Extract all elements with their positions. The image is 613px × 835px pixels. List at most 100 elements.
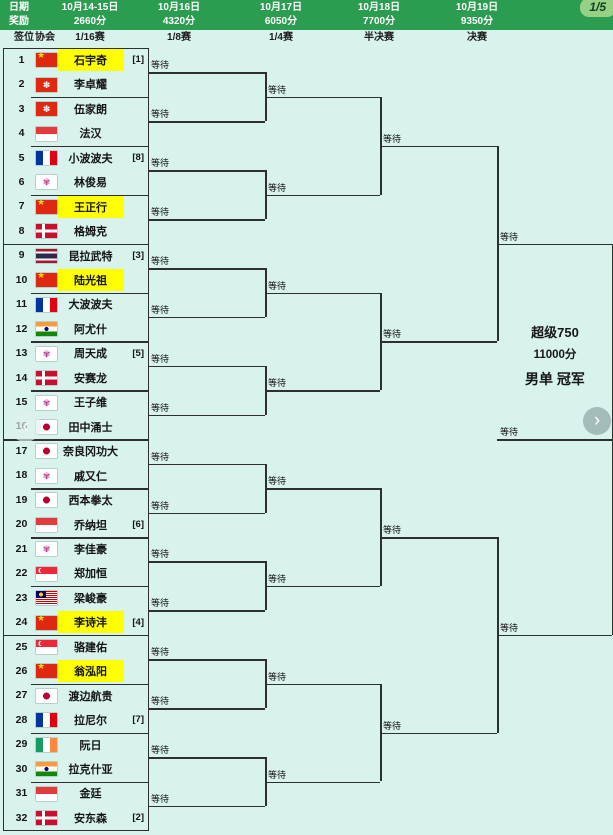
- player-row: 4 法汉: [0, 121, 148, 145]
- sf-waiting-slot: 等待: [383, 720, 402, 731]
- player-name: 陆光祖: [57, 269, 124, 291]
- final-slot-line: [497, 243, 612, 246]
- player-name: 郑加恒: [74, 568, 107, 581]
- group-separator-line: [3, 634, 148, 637]
- r16-slot-line: [148, 708, 265, 710]
- r16-slot-line: [148, 659, 265, 661]
- player-row: 22 郑加恒: [0, 561, 148, 585]
- sf-waiting-slot: 等待: [383, 329, 402, 340]
- date-row-label: 日期: [9, 2, 29, 13]
- round-name-header: 1/8赛: [167, 32, 191, 43]
- r16-waiting-slot: 等待: [151, 304, 170, 315]
- flag-france-icon: [36, 151, 57, 166]
- flag-emblem: ★: [37, 53, 46, 61]
- seed-position: 27: [15, 689, 28, 702]
- match-separator-line: [31, 537, 148, 539]
- flag-emblem: ✾: [42, 348, 51, 359]
- r16-slot-line: [148, 463, 265, 466]
- player-row: 27 渡边航贵: [0, 684, 148, 708]
- match-separator-line: [31, 488, 148, 490]
- player-name: 石宇奇: [57, 49, 124, 71]
- round-points-label: 9350分: [460, 16, 494, 27]
- player-row: 31 金廷: [0, 782, 148, 806]
- r16-waiting-slot: 等待: [151, 500, 170, 511]
- sf-waiting-slot: 等待: [383, 525, 402, 535]
- player-row: 14 安赛龙: [0, 366, 148, 390]
- seed-position: 9: [18, 249, 25, 262]
- bracket-connector-line: [265, 365, 267, 415]
- flag-japan-icon: [36, 444, 57, 459]
- player-name: 小波波夫: [68, 152, 113, 165]
- seed-position: 6: [18, 175, 25, 188]
- flag-indonesia-icon: [36, 786, 57, 801]
- r16-waiting-slot: 等待: [151, 696, 170, 707]
- round-name-header: 决赛: [467, 32, 487, 43]
- player-row: 28 拉尼尔 [7]: [0, 708, 148, 732]
- player-row: 1 ★ 石宇奇 [1]: [0, 48, 148, 72]
- player-name: 渡边航贵: [68, 690, 113, 703]
- player-row: 13 ✾ 周天成 [5]: [0, 341, 148, 365]
- seed-position: 21: [15, 542, 28, 555]
- player-row: 24 ★ 李诗沣 [4]: [0, 610, 148, 634]
- qf-slot-line: [265, 781, 380, 783]
- flag-india-icon: [36, 762, 57, 777]
- player-row: 9 昆拉武特 [3]: [0, 244, 148, 268]
- flag-china-icon: ★: [36, 273, 57, 288]
- flag-china-icon: ★: [36, 664, 57, 679]
- r16-slot-line: [148, 414, 265, 417]
- seed-tag: [4]: [132, 616, 144, 628]
- round-points-label: 2660分: [73, 16, 107, 27]
- seed-position: 10: [15, 273, 28, 286]
- group-separator-line: [3, 439, 148, 441]
- player-name: 阮日: [79, 739, 102, 752]
- seed-position: 28: [15, 713, 28, 726]
- bracket-connector-line: [497, 145, 499, 342]
- seed-position: 13: [15, 347, 28, 360]
- flag-indonesia-icon: [36, 517, 57, 532]
- player-row: 21 ✾ 李佳豪: [0, 537, 148, 561]
- round-points-label: 6050分: [264, 16, 298, 27]
- flag-emblem: ★: [37, 273, 46, 281]
- flag-emblem: ✾: [42, 470, 51, 481]
- seed-position: 25: [15, 640, 28, 653]
- player-row: 10 ★ 陆光祖: [0, 268, 148, 292]
- round-date-label: 10月19日: [455, 2, 499, 13]
- flag-emblem: ✾: [42, 177, 51, 188]
- player-name: 骆建佑: [74, 641, 107, 654]
- flag-taipei-icon: ✾: [36, 346, 57, 361]
- player-name: 林俊易: [74, 177, 107, 190]
- header-bar: [0, 0, 613, 30]
- player-row: 12 阿尤什: [0, 317, 148, 341]
- match-separator-line: [31, 292, 148, 294]
- r16-slot-line: [148, 365, 265, 368]
- match-separator-line: [31, 585, 148, 588]
- chevron-right-icon: ›: [593, 410, 601, 431]
- sf-slot-line: [380, 145, 497, 148]
- player-row: 23 梁峻豪: [0, 586, 148, 610]
- seed-position: 1: [18, 53, 25, 66]
- final-waiting-slot: 等待: [500, 231, 519, 242]
- flag-singapore-icon: [36, 566, 57, 581]
- assoc-column-header: 协会: [35, 32, 55, 43]
- qf-slot-line: [265, 96, 380, 99]
- prev-page-button[interactable]: ‹: [10, 411, 41, 442]
- player-row: 30 拉克什亚: [0, 757, 148, 781]
- r16-slot-line: [148, 268, 265, 270]
- player-name: 阿尤什: [74, 323, 107, 336]
- sf-slot-line: [380, 341, 497, 343]
- player-row: 15 ✾ 王子维: [0, 390, 148, 414]
- next-page-button[interactable]: ›: [583, 407, 611, 435]
- player-name: 大波波夫: [68, 299, 113, 312]
- flag-hongkong-icon: ✽: [36, 77, 57, 92]
- seed-position: 20: [15, 518, 28, 531]
- player-name: 西本拳太: [68, 495, 113, 508]
- r16-waiting-slot: 等待: [151, 402, 170, 413]
- player-row: 7 ★ 王正行: [0, 195, 148, 219]
- qf-waiting-slot: 等待: [268, 280, 287, 291]
- match-separator-line: [31, 390, 148, 392]
- seed-position: 24: [15, 616, 28, 629]
- seed-tag: [7]: [132, 714, 144, 726]
- r16-slot-line: [148, 805, 265, 808]
- r16-waiting-slot: 等待: [151, 158, 170, 169]
- bracket-connector-line: [380, 488, 382, 586]
